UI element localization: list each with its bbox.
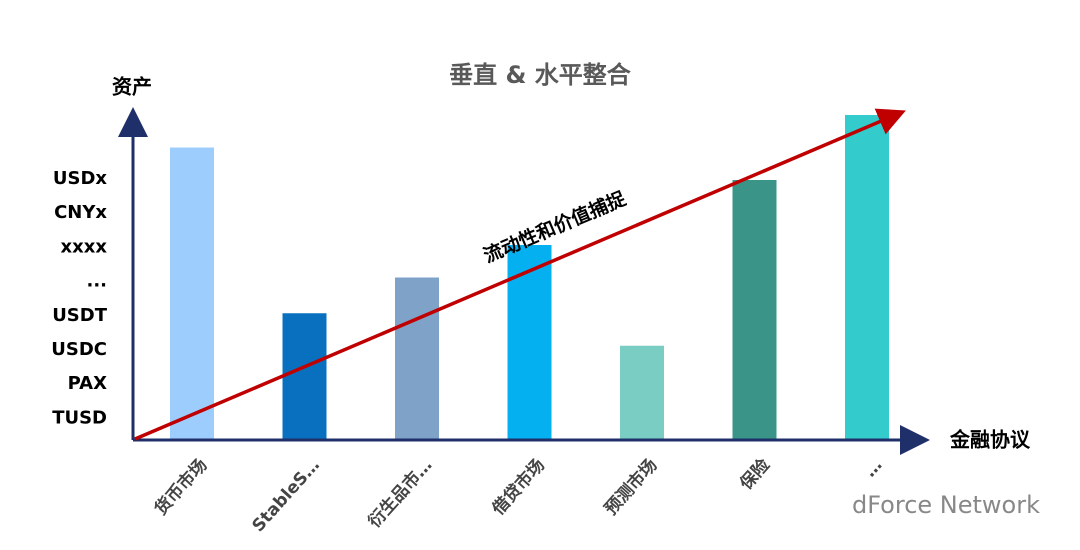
bar [732, 180, 777, 440]
y-label: xxxx [61, 236, 108, 257]
x-tick-label: 借贷市场 [487, 455, 549, 520]
y-label: PAX [68, 373, 107, 394]
bar [507, 245, 552, 440]
annotation: 流动性和价值捕捉 [480, 186, 630, 267]
x-tick-label: 保险 [735, 454, 775, 495]
y-label: USDx [53, 168, 108, 189]
y-label: USDT [52, 305, 108, 326]
bar [620, 345, 664, 440]
x-tick-label: 货币市场 [150, 455, 211, 520]
bar [845, 115, 889, 440]
y-label: ... [86, 271, 107, 292]
y-axis-label: 资产 [112, 75, 152, 99]
x-tick-label: 衍生品市… [364, 455, 436, 532]
x-tick-label: 预测市场 [600, 455, 661, 520]
y-label: TUSD [52, 407, 107, 428]
y-label: USDC [51, 339, 107, 360]
x-tick-label: StableS… [248, 455, 324, 536]
watermark: dForce Network [852, 491, 1040, 519]
bar [395, 277, 439, 440]
trend-arrow [134, 108, 906, 441]
x-axis-label: 金融协议 [949, 428, 1031, 452]
bar [282, 313, 327, 440]
bar [170, 147, 214, 440]
y-label: CNYx [54, 202, 107, 223]
chart-title: 垂直 & 水平整合 [449, 61, 632, 89]
x-tick-label: … [860, 455, 886, 481]
